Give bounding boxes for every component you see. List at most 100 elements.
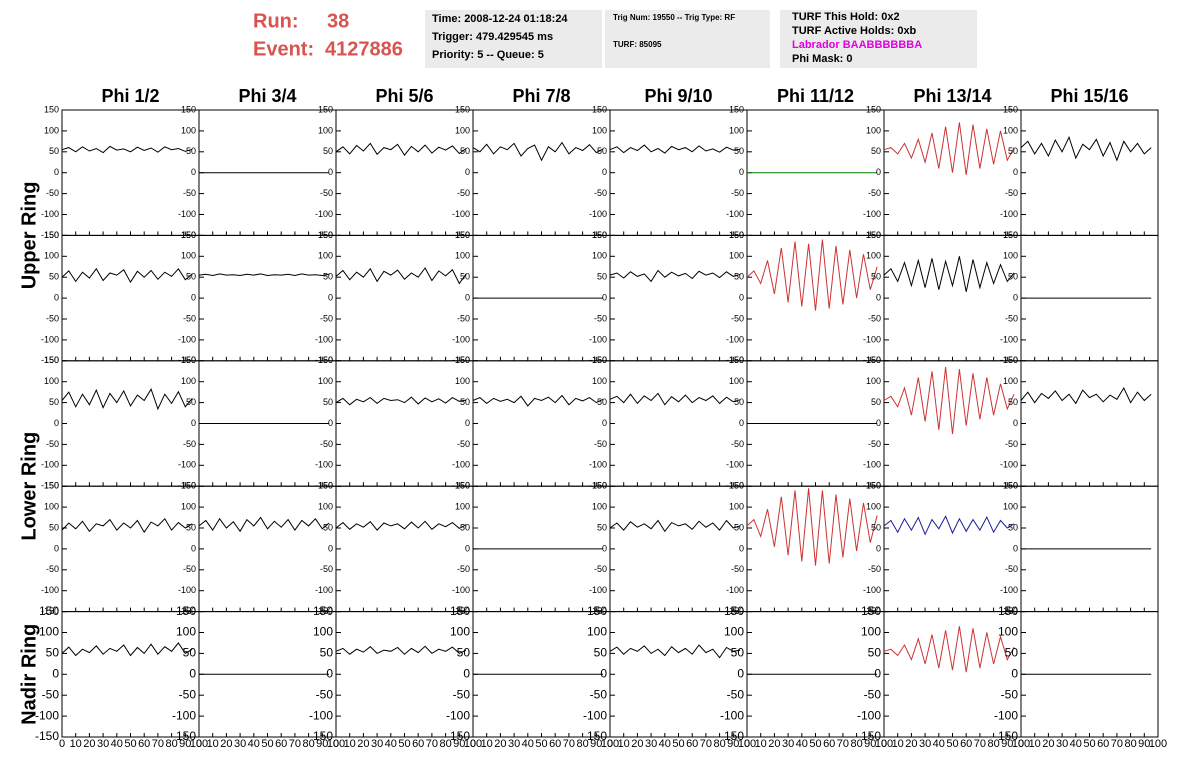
y-tick-label: -100 bbox=[720, 708, 744, 722]
y-tick-label: 100 bbox=[724, 625, 744, 639]
x-tick-label: 60 bbox=[823, 738, 835, 750]
y-tick-label: 0 bbox=[1011, 666, 1018, 680]
y-tick-label: -100 bbox=[315, 209, 333, 219]
x-tick-label: 0 bbox=[1018, 738, 1024, 750]
waveform bbox=[883, 515, 1015, 536]
y-tick-label: -150 bbox=[452, 606, 470, 616]
y-tick-label: 50 bbox=[1008, 146, 1018, 156]
y-tick-label: -50 bbox=[42, 687, 60, 701]
y-tick-label: -100 bbox=[589, 209, 607, 219]
y-tick-label: 0 bbox=[465, 292, 470, 302]
x-tick-label: 50 bbox=[124, 738, 136, 750]
x-tick-label: 40 bbox=[659, 738, 671, 750]
y-tick-label: 0 bbox=[191, 418, 196, 428]
y-tick-label: 50 bbox=[49, 397, 59, 407]
y-tick-label: -150 bbox=[452, 355, 470, 365]
y-tick-label: -100 bbox=[726, 209, 744, 219]
y-tick-label: -150 bbox=[446, 729, 470, 743]
y-tick-label: 150 bbox=[729, 481, 744, 491]
y-tick-label: 100 bbox=[181, 501, 196, 511]
x-tick-label: 10 bbox=[481, 738, 493, 750]
y-tick-label: -50 bbox=[457, 439, 470, 449]
x-tick-label: 60 bbox=[960, 738, 972, 750]
y-tick-label: 0 bbox=[328, 167, 333, 177]
y-tick-label: -50 bbox=[46, 188, 59, 198]
y-tick-label: -150 bbox=[178, 355, 196, 365]
y-tick-label: 50 bbox=[323, 397, 333, 407]
x-tick-label: 0 bbox=[607, 738, 613, 750]
x-tick-label: 60 bbox=[686, 738, 698, 750]
column-header: Phi 15/16 bbox=[1050, 86, 1128, 106]
waveform bbox=[609, 144, 741, 154]
y-tick-label: 0 bbox=[191, 292, 196, 302]
y-tick-label: 50 bbox=[460, 272, 470, 282]
y-tick-label: -100 bbox=[41, 585, 59, 595]
x-tick-label: 20 bbox=[83, 738, 95, 750]
y-tick-label: 150 bbox=[587, 604, 607, 618]
y-tick-label: -150 bbox=[726, 230, 744, 240]
x-tick-label: 40 bbox=[1070, 738, 1082, 750]
y-tick-label: -100 bbox=[41, 334, 59, 344]
x-tick-label: 20 bbox=[768, 738, 780, 750]
x-tick-label: 0 bbox=[744, 738, 750, 750]
y-tick-label: -100 bbox=[178, 585, 196, 595]
y-tick-label: 50 bbox=[597, 146, 607, 156]
y-tick-label: 0 bbox=[739, 292, 744, 302]
y-tick-label: 150 bbox=[181, 355, 196, 365]
y-tick-label: -50 bbox=[594, 564, 607, 574]
waveform bbox=[1020, 386, 1152, 405]
x-tick-label: 20 bbox=[220, 738, 232, 750]
y-tick-label: -100 bbox=[452, 209, 470, 219]
y-tick-label: 50 bbox=[1005, 646, 1019, 660]
y-tick-label: -100 bbox=[589, 334, 607, 344]
y-tick-label: -150 bbox=[1000, 230, 1018, 240]
y-tick-label: 50 bbox=[734, 146, 744, 156]
y-tick-label: 50 bbox=[460, 146, 470, 156]
y-tick-label: -150 bbox=[178, 230, 196, 240]
waveform bbox=[883, 626, 1015, 673]
y-tick-label: 0 bbox=[1013, 292, 1018, 302]
y-tick-label: 100 bbox=[729, 251, 744, 261]
x-tick-label: 30 bbox=[919, 738, 931, 750]
y-tick-label: -100 bbox=[315, 460, 333, 470]
y-tick-label: 0 bbox=[328, 418, 333, 428]
y-tick-label: 150 bbox=[592, 481, 607, 491]
y-tick-label: 0 bbox=[189, 666, 196, 680]
y-tick-label: 150 bbox=[176, 604, 196, 618]
y-tick-label: 100 bbox=[998, 625, 1018, 639]
y-tick-label: 150 bbox=[39, 604, 59, 618]
y-tick-label: 50 bbox=[457, 646, 471, 660]
y-tick-label: 150 bbox=[318, 104, 333, 114]
y-tick-label: 0 bbox=[876, 418, 881, 428]
y-tick-label: 0 bbox=[739, 543, 744, 553]
y-tick-label: 150 bbox=[181, 481, 196, 491]
y-tick-label: -150 bbox=[1000, 355, 1018, 365]
y-tick-label: 0 bbox=[876, 292, 881, 302]
y-tick-label: 100 bbox=[866, 125, 881, 135]
y-tick-label: 150 bbox=[866, 355, 881, 365]
info-text: Time: 2008-12-24 01:18:24 bbox=[432, 13, 568, 25]
info-text: Trig Num: 19550 -- Trig Type: RF bbox=[613, 13, 735, 22]
x-tick-label: 10 bbox=[70, 738, 82, 750]
y-tick-label: -150 bbox=[726, 481, 744, 491]
y-tick-label: -100 bbox=[863, 334, 881, 344]
y-tick-label: 100 bbox=[44, 501, 59, 511]
waveform bbox=[61, 267, 193, 284]
x-tick-label: 50 bbox=[809, 738, 821, 750]
column-header: Phi 1/2 bbox=[101, 86, 159, 106]
waveform bbox=[746, 488, 878, 566]
x-tick-label: 40 bbox=[933, 738, 945, 750]
y-tick-label: 50 bbox=[734, 272, 744, 282]
y-tick-label: 150 bbox=[44, 481, 59, 491]
y-tick-label: 150 bbox=[455, 355, 470, 365]
y-tick-label: -150 bbox=[1000, 606, 1018, 616]
y-tick-label: 50 bbox=[49, 272, 59, 282]
x-tick-label: 100 bbox=[738, 738, 756, 750]
y-tick-label: 100 bbox=[729, 501, 744, 511]
y-tick-label: -100 bbox=[863, 460, 881, 470]
y-tick-label: 50 bbox=[1008, 397, 1018, 407]
waveform bbox=[609, 519, 741, 533]
y-tick-label: -100 bbox=[446, 708, 470, 722]
y-tick-label: -50 bbox=[179, 687, 197, 701]
y-tick-label: -100 bbox=[726, 460, 744, 470]
